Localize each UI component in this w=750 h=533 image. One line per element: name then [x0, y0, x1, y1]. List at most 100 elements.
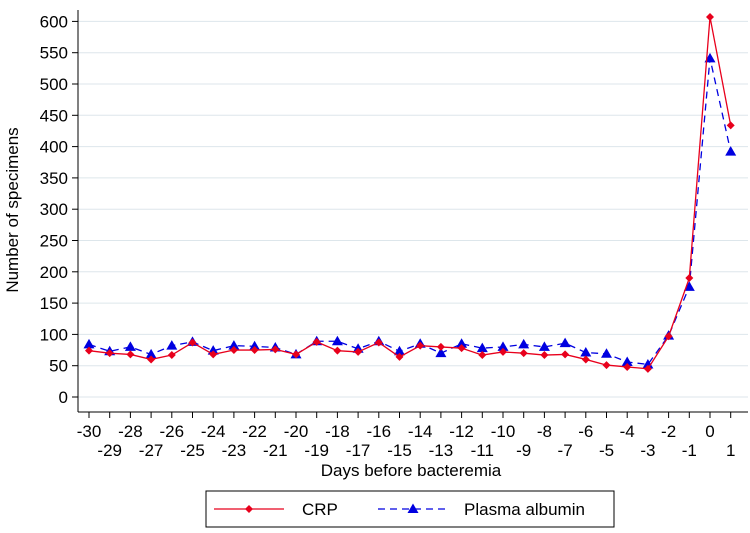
x-axis-label: Days before bacteremia — [321, 461, 502, 480]
data-point-crp — [457, 344, 466, 353]
data-point-plasma-albumin — [725, 146, 737, 156]
legend-albumin-label: Plasma albumin — [464, 500, 585, 519]
data-point-plasma-albumin — [456, 338, 468, 348]
data-point-crp — [436, 342, 445, 351]
data-point-crp — [478, 351, 487, 360]
x-tick-label: -8 — [537, 422, 552, 441]
x-tick-label: -29 — [97, 441, 122, 460]
x-tick-label: -21 — [263, 441, 288, 460]
data-point-crp — [250, 346, 259, 355]
data-point-crp — [354, 347, 363, 356]
data-point-crp — [540, 351, 549, 360]
legend-item-plasma-albumin: Plasma albumin — [378, 500, 585, 519]
y-tick-label: 0 — [59, 388, 68, 407]
data-point-crp — [167, 351, 176, 360]
x-tick-label: -27 — [139, 441, 164, 460]
x-tick-label: -20 — [284, 422, 309, 441]
x-tick-label: -6 — [578, 422, 593, 441]
data-point-plasma-albumin — [435, 347, 447, 358]
data-point-crp — [416, 341, 425, 350]
y-tick-label: 500 — [40, 75, 68, 94]
data-point-crp — [271, 345, 280, 354]
data-point-crp — [726, 121, 735, 130]
y-tick-label: 450 — [40, 106, 68, 125]
x-tick-label: 1 — [726, 441, 735, 460]
y-tick-label: 600 — [40, 12, 68, 31]
x-tick-label: -5 — [599, 441, 614, 460]
x-tick-label: -4 — [620, 422, 635, 441]
data-point-crp — [623, 362, 632, 371]
x-tick-label: -1 — [682, 441, 697, 460]
data-point-plasma-albumin — [249, 340, 261, 351]
x-tick-label: -7 — [558, 441, 573, 460]
data-point-crp — [209, 350, 218, 359]
y-tick-label: 100 — [40, 325, 68, 344]
data-point-crp — [85, 346, 93, 355]
y-axis-label: Number of specimens — [3, 127, 22, 292]
data-point-crp — [561, 350, 570, 359]
x-tick-label: -22 — [242, 422, 267, 441]
data-point-plasma-albumin — [518, 338, 530, 349]
data-point-crp — [664, 332, 673, 341]
data-point-plasma-albumin — [83, 338, 95, 349]
legend-crp-label: CRP — [302, 500, 338, 519]
x-tick-label: -15 — [387, 441, 412, 460]
data-point-plasma-albumin — [476, 342, 488, 353]
data-point-crp — [188, 338, 197, 347]
x-tick-label: -9 — [516, 441, 531, 460]
y-tick-label: 250 — [40, 232, 68, 251]
data-point-plasma-albumin — [601, 348, 612, 358]
x-tick-label: -13 — [429, 441, 454, 460]
data-point-crp — [105, 349, 114, 358]
data-point-crp — [602, 361, 611, 370]
x-tick-label: -25 — [180, 441, 205, 460]
data-point-plasma-albumin — [145, 348, 157, 359]
x-tick-label: -28 — [118, 422, 143, 441]
data-point-plasma-albumin — [559, 337, 571, 348]
legend-crp-marker — [245, 505, 253, 513]
legend-item-crp: CRP — [214, 500, 338, 519]
data-point-crp — [685, 274, 694, 283]
plot-series — [83, 13, 737, 373]
x-tick-label: -3 — [640, 441, 655, 460]
x-tick-label: -23 — [222, 441, 247, 460]
y-tick-label: 50 — [49, 357, 68, 376]
data-point-plasma-albumin — [228, 340, 240, 350]
data-point-crp — [229, 346, 238, 355]
x-tick-label: -14 — [408, 422, 433, 441]
x-tick-label: -26 — [160, 422, 185, 441]
data-point-crp — [333, 346, 342, 355]
data-point-crp — [312, 337, 321, 346]
y-tick-label: 550 — [40, 44, 68, 63]
data-point-crp — [374, 338, 383, 347]
x-tick-label: -24 — [201, 422, 226, 441]
x-tick-label: -18 — [325, 422, 350, 441]
x-tick-label: 0 — [705, 422, 714, 441]
data-point-plasma-albumin — [538, 341, 550, 351]
data-point-plasma-albumin — [621, 356, 633, 366]
series-line-plasma-albumin — [88, 58, 732, 366]
data-point-crp — [581, 355, 590, 364]
data-point-plasma-albumin — [394, 345, 405, 356]
data-point-crp — [292, 350, 300, 359]
x-tick-label: -17 — [346, 441, 371, 460]
data-point-crp — [643, 364, 652, 373]
x-tick-label: -16 — [367, 422, 392, 441]
data-point-plasma-albumin — [580, 347, 592, 357]
legend: CRP Plasma albumin — [205, 490, 615, 528]
data-point-plasma-albumin — [166, 340, 178, 350]
y-axis-ticks: 0 50 100 150 200 250 300 350 400 450 500 550 600 — [40, 12, 78, 407]
y-tick-label: 200 — [40, 263, 68, 282]
series-line-crp — [88, 16, 732, 370]
data-point-crp — [519, 349, 528, 358]
data-point-crp — [395, 352, 404, 361]
data-point-plasma-albumin — [331, 335, 343, 346]
gridlines — [78, 20, 748, 398]
y-tick-label: 150 — [40, 294, 68, 313]
x-tick-label: -19 — [304, 441, 329, 460]
data-point-plasma-albumin — [497, 341, 509, 351]
x-tick-label: -12 — [449, 422, 474, 441]
data-point-plasma-albumin — [704, 52, 716, 63]
x-tick-label: -2 — [661, 422, 676, 441]
